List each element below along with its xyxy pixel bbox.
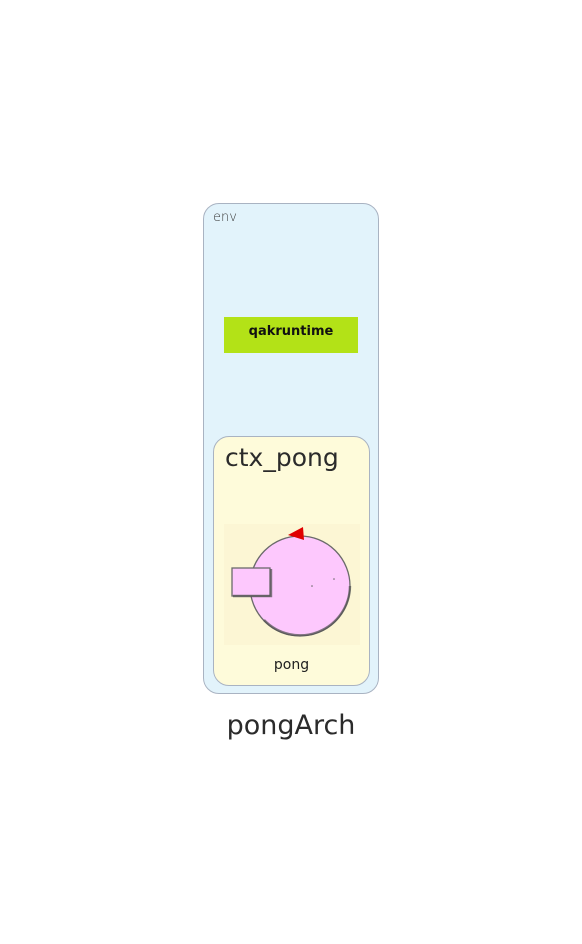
env-cluster: env qakruntime ctx_pong pong — [203, 203, 379, 694]
actor-icon-shadow — [263, 585, 352, 637]
ctx-pong-cluster-label: ctx_pong — [225, 443, 339, 472]
ctx-pong-cluster: ctx_pong pong — [213, 436, 370, 686]
actor-icon-pointer — [288, 527, 304, 540]
diagram-title: pongArch — [226, 710, 356, 741]
actor-icon-port — [231, 567, 271, 597]
actor-icon — [224, 524, 360, 645]
env-cluster-label: env — [213, 210, 237, 225]
pong-actor-label: pong — [273, 657, 310, 673]
qakruntime-node-label: qakruntime — [248, 323, 334, 339]
actor-icon-port-shadow — [233, 569, 273, 598]
qakruntime-node: qakruntime — [224, 317, 358, 353]
